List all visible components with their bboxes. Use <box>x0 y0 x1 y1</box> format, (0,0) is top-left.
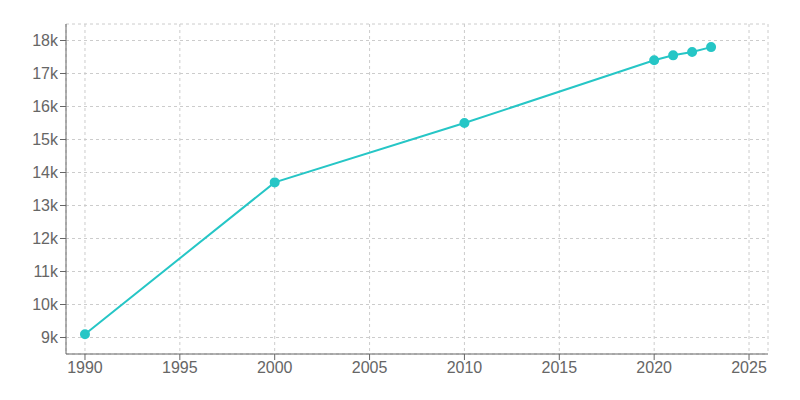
svg-text:10k: 10k <box>32 296 59 313</box>
svg-text:9k: 9k <box>41 329 59 346</box>
svg-text:1990: 1990 <box>67 359 103 376</box>
svg-text:12k: 12k <box>32 230 59 247</box>
svg-text:2005: 2005 <box>352 359 388 376</box>
svg-text:14k: 14k <box>32 164 59 181</box>
svg-text:1995: 1995 <box>162 359 198 376</box>
svg-text:2000: 2000 <box>257 359 293 376</box>
svg-text:13k: 13k <box>32 197 59 214</box>
svg-text:2020: 2020 <box>636 359 672 376</box>
svg-text:15k: 15k <box>32 131 59 148</box>
svg-text:18k: 18k <box>32 32 59 49</box>
svg-text:17k: 17k <box>32 65 59 82</box>
svg-text:2010: 2010 <box>447 359 483 376</box>
svg-text:2025: 2025 <box>731 359 767 376</box>
svg-text:11k: 11k <box>33 263 59 280</box>
svg-text:16k: 16k <box>32 98 59 115</box>
svg-text:2015: 2015 <box>542 359 578 376</box>
